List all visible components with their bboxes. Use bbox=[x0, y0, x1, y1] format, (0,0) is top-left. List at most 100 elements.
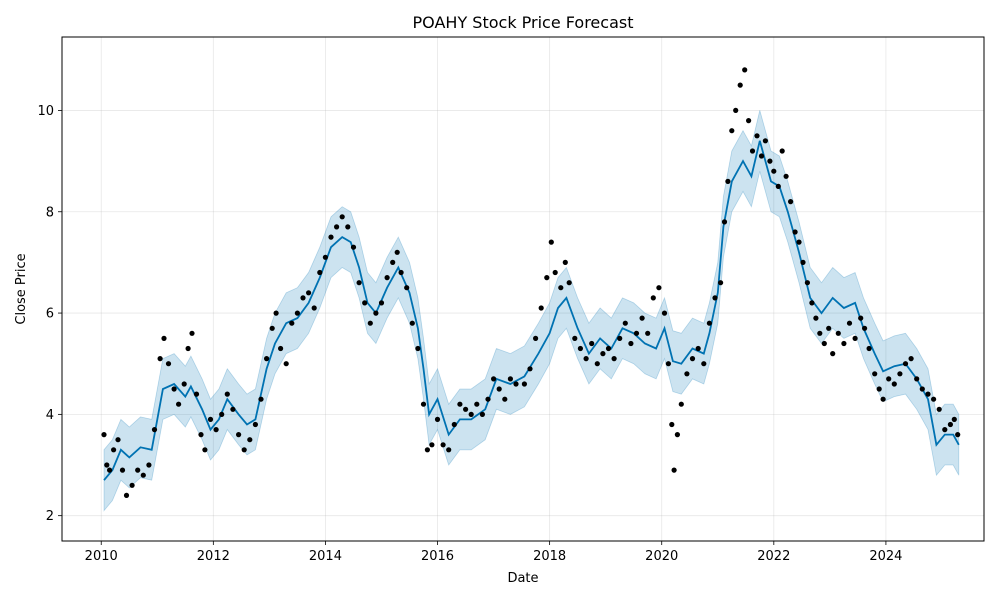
observed-point bbox=[650, 295, 656, 301]
observed-point bbox=[754, 133, 760, 139]
y-tick-label: 8 bbox=[46, 205, 54, 220]
observed-point bbox=[880, 396, 886, 402]
observed-point bbox=[645, 330, 651, 336]
observed-point bbox=[367, 320, 373, 326]
observed-point bbox=[135, 467, 141, 473]
observed-point bbox=[852, 335, 858, 341]
observed-point bbox=[600, 351, 606, 357]
observed-point bbox=[611, 356, 617, 362]
observed-point bbox=[718, 280, 724, 286]
observed-point bbox=[931, 396, 937, 402]
observed-point bbox=[583, 356, 589, 362]
observed-point bbox=[936, 406, 942, 412]
observed-point bbox=[219, 411, 225, 417]
observed-point bbox=[729, 128, 735, 134]
observed-point bbox=[589, 340, 595, 347]
observed-point bbox=[171, 386, 177, 392]
observed-point bbox=[800, 259, 806, 265]
x-tick-label: 2010 bbox=[85, 549, 118, 564]
observed-point bbox=[165, 361, 172, 367]
observed-point bbox=[409, 320, 415, 326]
observed-points bbox=[101, 67, 961, 498]
x-tick-label: 2012 bbox=[197, 549, 230, 564]
observed-point bbox=[701, 361, 707, 367]
observed-point bbox=[951, 416, 957, 422]
observed-point bbox=[356, 280, 362, 286]
observed-point bbox=[339, 214, 345, 220]
observed-point bbox=[185, 345, 191, 352]
observed-point bbox=[111, 447, 117, 453]
observed-point bbox=[577, 345, 584, 352]
observed-point bbox=[322, 254, 328, 260]
observed-point bbox=[350, 244, 357, 250]
observed-point bbox=[902, 361, 909, 367]
observed-point bbox=[241, 447, 247, 453]
observed-point bbox=[689, 356, 696, 362]
observed-point bbox=[273, 310, 279, 316]
observed-point bbox=[712, 295, 718, 301]
observed-point bbox=[897, 371, 903, 377]
observed-point bbox=[451, 421, 457, 428]
observed-point bbox=[502, 396, 508, 402]
observed-point bbox=[140, 472, 146, 478]
observed-point bbox=[661, 310, 668, 316]
observed-point bbox=[908, 356, 914, 362]
observed-point bbox=[247, 437, 253, 443]
observed-point bbox=[558, 285, 564, 291]
observed-point bbox=[230, 406, 236, 412]
observed-point bbox=[671, 467, 677, 473]
observed-point bbox=[278, 345, 284, 352]
observed-point bbox=[311, 305, 317, 311]
observed-point bbox=[639, 315, 645, 321]
observed-point bbox=[767, 158, 773, 164]
x-axis-label: Date bbox=[507, 571, 538, 586]
observed-point bbox=[804, 280, 811, 286]
observed-point bbox=[398, 269, 404, 276]
observed-point bbox=[633, 330, 640, 336]
observed-point bbox=[474, 401, 480, 407]
observed-point bbox=[886, 376, 892, 382]
observed-point bbox=[628, 340, 634, 347]
observed-point bbox=[373, 310, 379, 316]
observed-point bbox=[566, 280, 572, 286]
observed-point bbox=[479, 411, 485, 417]
observed-point bbox=[269, 325, 275, 331]
plot-frame bbox=[61, 36, 985, 542]
observed-point bbox=[684, 371, 690, 377]
observed-point bbox=[813, 315, 819, 321]
y-tick-label: 10 bbox=[37, 104, 54, 119]
observed-point bbox=[788, 199, 794, 205]
observed-point bbox=[858, 315, 864, 321]
observed-point bbox=[826, 325, 832, 331]
observed-point bbox=[334, 224, 340, 230]
x-tick-label: 2020 bbox=[645, 549, 678, 564]
observed-point bbox=[783, 173, 789, 179]
observed-point bbox=[562, 259, 568, 265]
observed-point bbox=[817, 330, 823, 336]
observed-point bbox=[830, 351, 836, 357]
observed-point bbox=[548, 239, 554, 245]
observed-point bbox=[605, 345, 612, 352]
observed-point bbox=[919, 386, 925, 392]
observed-point bbox=[457, 401, 463, 407]
observed-point bbox=[572, 335, 578, 341]
observed-point bbox=[213, 427, 219, 433]
observed-point bbox=[378, 300, 385, 306]
observed-point bbox=[101, 432, 107, 438]
observed-point bbox=[491, 376, 497, 382]
observed-point bbox=[695, 345, 701, 352]
observed-point bbox=[306, 290, 312, 296]
observed-point bbox=[151, 427, 158, 433]
observed-point bbox=[404, 285, 410, 291]
observed-point bbox=[289, 320, 295, 326]
observed-point bbox=[468, 411, 474, 417]
observed-point bbox=[527, 366, 533, 372]
observed-point bbox=[521, 381, 528, 387]
observed-point bbox=[552, 269, 558, 276]
observed-point bbox=[762, 138, 769, 144]
y-axis-label: Close Price bbox=[14, 253, 29, 324]
observed-point bbox=[415, 345, 421, 352]
observed-point bbox=[533, 335, 539, 341]
observed-point bbox=[721, 219, 728, 225]
observed-point bbox=[252, 421, 258, 428]
